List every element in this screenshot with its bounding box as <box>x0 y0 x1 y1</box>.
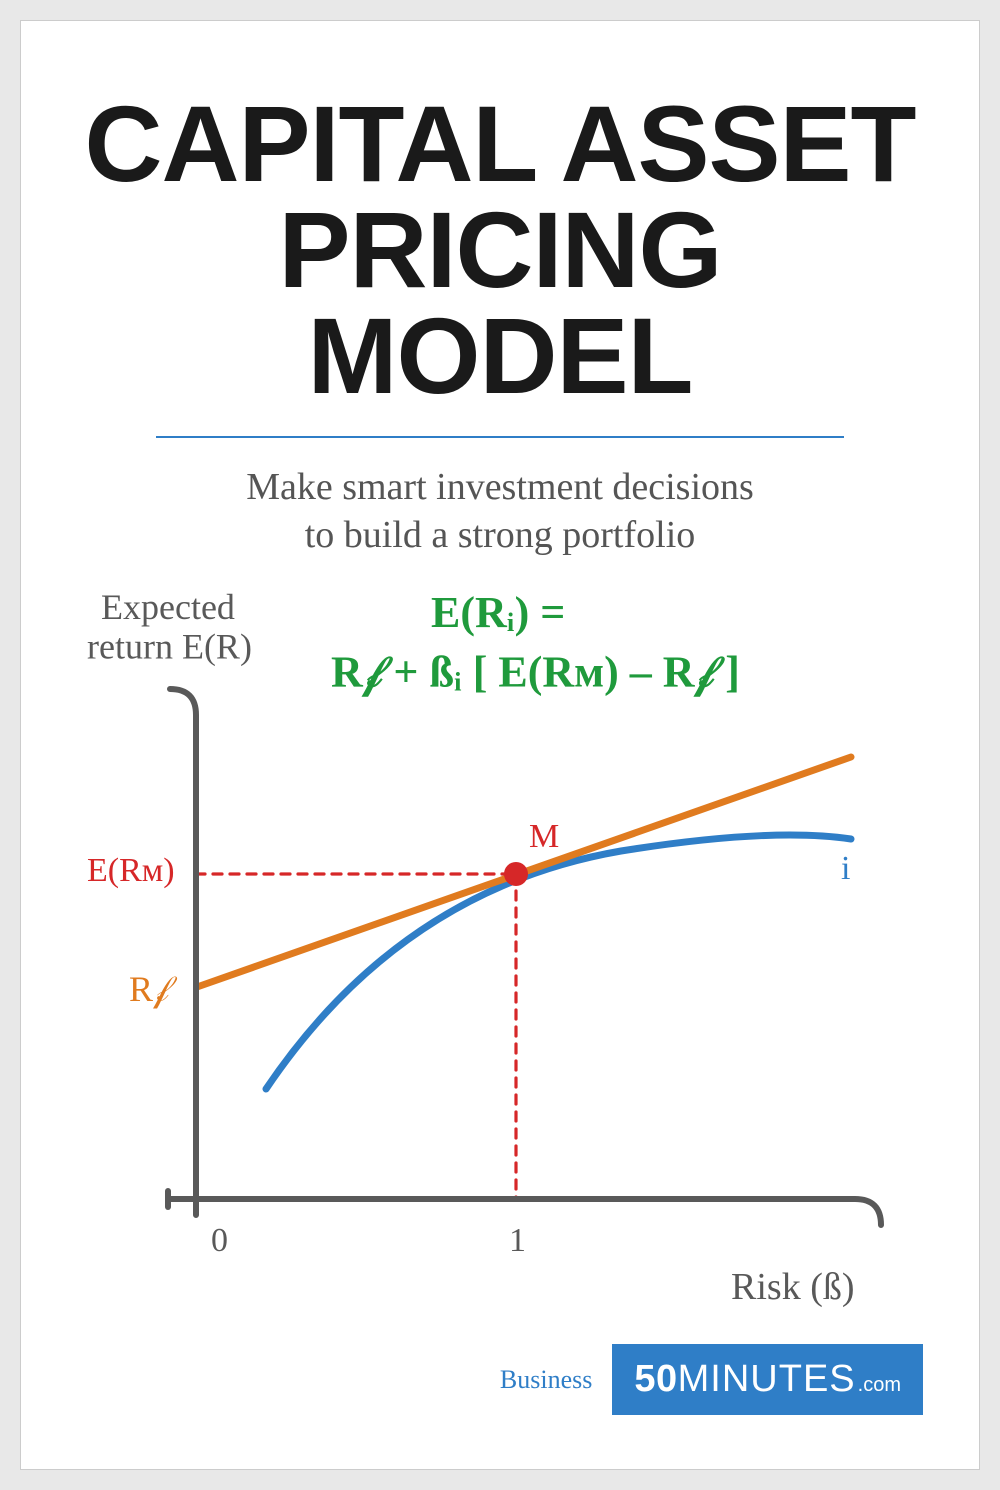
svg-text:1: 1 <box>509 1222 526 1259</box>
svg-text:return E(R): return E(R) <box>87 627 252 667</box>
cover-title: CAPITAL ASSET PRICING MODEL <box>81 91 919 408</box>
svg-text:R𝒻 + ßᵢ [ E(Rᴍ) – R𝒻 ]: R𝒻 + ßᵢ [ E(Rᴍ) – R𝒻 ] <box>331 648 740 697</box>
publisher-logo: 50 MINUTES .com <box>612 1344 923 1415</box>
svg-text:R𝒻: R𝒻 <box>129 969 178 1009</box>
svg-text:0: 0 <box>211 1222 228 1259</box>
subtitle-line-1: Make smart investment decisions <box>246 466 754 508</box>
footer: Business 50 MINUTES .com <box>500 1344 923 1415</box>
svg-text:M: M <box>529 818 559 855</box>
svg-text:E(Rᵢ) =: E(Rᵢ) = <box>431 588 565 637</box>
title-rule <box>156 436 843 438</box>
capm-chart-svg: Expectedreturn E(R) E(Rᵢ) = R𝒻 + ßᵢ [ E(Rᴍ… <box>81 579 921 1339</box>
capm-chart: Expectedreturn E(R) E(Rᵢ) = R𝒻 + ßᵢ [ E(Rᴍ… <box>81 579 921 1339</box>
svg-text:Risk (ß): Risk (ß) <box>731 1266 855 1308</box>
logo-number: 50 <box>634 1358 677 1401</box>
logo-dotcom: .com <box>858 1374 901 1397</box>
cover-subtitle: Make smart investment decisions to build… <box>81 464 919 559</box>
logo-minutes: MINUTES <box>678 1358 856 1401</box>
category-label: Business <box>500 1365 592 1395</box>
svg-text:i: i <box>841 850 850 887</box>
title-line-2: PRICING MODEL <box>278 189 721 416</box>
title-line-1: CAPITAL ASSET <box>84 83 915 204</box>
svg-text:Expected: Expected <box>101 587 235 627</box>
book-cover: CAPITAL ASSET PRICING MODEL Make smart i… <box>20 20 980 1470</box>
subtitle-line-2: to build a strong portfolio <box>305 514 696 556</box>
svg-text:E(Rᴍ): E(Rᴍ) <box>87 852 175 889</box>
